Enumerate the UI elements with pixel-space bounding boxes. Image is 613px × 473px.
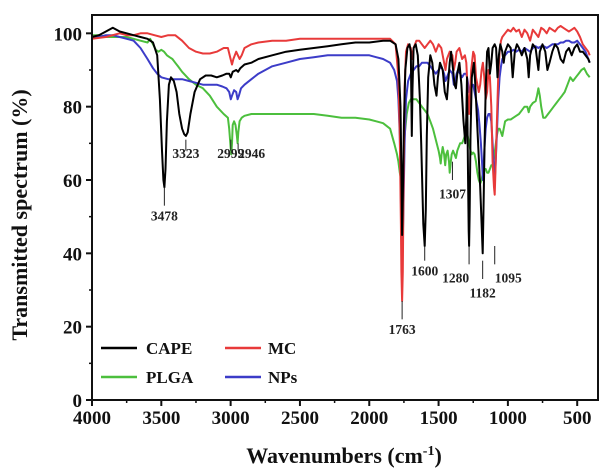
- peak-label-1280: 1280: [442, 271, 469, 286]
- series-layer: [91, 25, 591, 302]
- peak-label-1600: 1600: [411, 263, 438, 278]
- y-tick-label-20: 20: [63, 318, 82, 339]
- peak-label-1182: 1182: [470, 285, 497, 300]
- x-tick-label-1500: 1500: [420, 408, 458, 429]
- peak-label-2946: 2946: [238, 146, 265, 161]
- x-tick-label-1000: 1000: [489, 408, 527, 429]
- series-line-plga: [92, 34, 591, 185]
- y-tick-label-60: 60: [63, 171, 82, 192]
- x-tick-label-2000: 2000: [350, 408, 388, 429]
- peak-label-1763: 1763: [389, 322, 416, 337]
- x-tick-label-500: 500: [563, 408, 592, 429]
- legend-label-cape: CAPE: [146, 339, 192, 358]
- plot-frame: [91, 14, 599, 401]
- peak-label-3323: 3323: [172, 146, 199, 161]
- legend-label-plga: PLGA: [146, 368, 194, 387]
- x-tick-label-4000: 4000: [73, 408, 111, 429]
- x-tick-label-2500: 2500: [281, 408, 319, 429]
- axes-layer: 4000 3500 3000 2500 2000 1500 1000 500 0 20 40 60 80…: [54, 14, 599, 429]
- x-axis-title: Wavenumbers (cm-1): [246, 443, 442, 468]
- legend: CAPE MC PLGA NPs: [101, 339, 298, 387]
- y-tick-label-40: 40: [63, 244, 82, 265]
- x-tick-label-3000: 3000: [212, 408, 250, 429]
- legend-label-mc: MC: [268, 339, 296, 358]
- y-tick-label-0: 0: [73, 391, 83, 412]
- x-tick-label-3500: 3500: [142, 408, 180, 429]
- peak-label-1095: 1095: [495, 271, 522, 286]
- peak-label-3478: 3478: [151, 208, 178, 223]
- peak-label-1307: 1307: [439, 186, 466, 201]
- series-line-cape: [91, 26, 591, 255]
- legend-label-nps: NPs: [268, 368, 298, 387]
- y-tick-label-100: 100: [54, 24, 83, 45]
- y-axis-title: Transmitted spectrum (%): [7, 89, 32, 340]
- y-tick-label-80: 80: [63, 98, 82, 119]
- series-line-nps: [92, 34, 591, 255]
